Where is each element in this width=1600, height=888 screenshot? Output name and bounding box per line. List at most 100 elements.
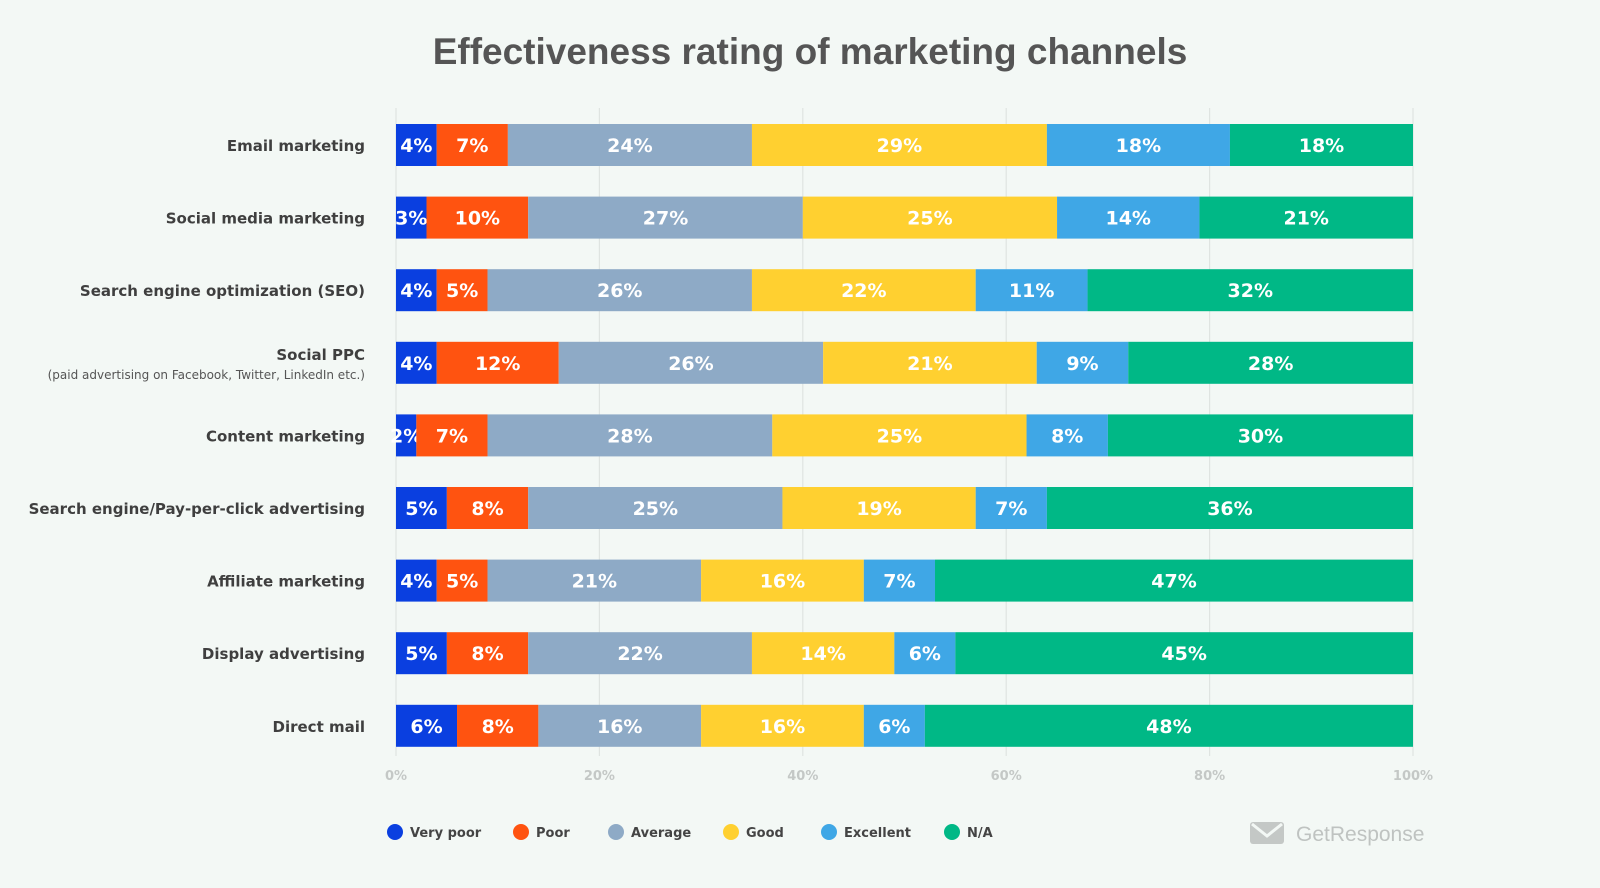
bar-segment — [396, 414, 417, 457]
legend-label: Good — [746, 826, 784, 841]
bar-segment — [396, 196, 427, 239]
category-label: Search engine/Pay-per-click advertising — [29, 500, 365, 518]
legend-label: Excellent — [844, 826, 911, 841]
data-label: 28% — [1248, 353, 1293, 375]
bars: 4% 7% 24% 29% 18% 18% 3% 10% 27% 25% 14% 21% 4% 5% 26%… — [390, 124, 1413, 747]
data-label: 22% — [617, 643, 662, 665]
legend-label: N/A — [967, 826, 993, 841]
data-label: 16% — [760, 716, 805, 738]
data-label: 8% — [471, 498, 503, 520]
bar-segment — [396, 487, 447, 529]
bar-segment — [558, 341, 824, 384]
data-label: 16% — [597, 716, 642, 738]
x-tick-label: 40% — [787, 769, 818, 784]
legend-swatch — [608, 824, 624, 840]
brand-name: GetResponse — [1296, 823, 1424, 846]
bar-segment — [823, 341, 1037, 384]
legend-swatch — [821, 824, 837, 840]
legend-label: Very poor — [410, 826, 482, 841]
bar-segment — [426, 196, 529, 239]
data-label: 45% — [1161, 643, 1206, 665]
data-label: 6% — [909, 643, 941, 665]
bar-segment — [436, 559, 488, 602]
legend-label: Average — [631, 826, 691, 841]
data-label: 21% — [1283, 208, 1328, 230]
bar-segment — [935, 559, 1413, 602]
bar-segment — [772, 414, 1027, 457]
category-label: Email marketing — [227, 137, 365, 155]
data-label: 2% — [390, 425, 422, 447]
data-label: 7% — [883, 571, 915, 593]
data-label: 48% — [1146, 716, 1191, 738]
x-axis-ticks: 0% 20% 40% 60% 80% 100% — [385, 769, 1433, 784]
bar-segment — [701, 704, 864, 747]
category-sublabel: (paid advertising on Facebook, Twitter, … — [48, 368, 365, 382]
envelope-logo-icon — [1250, 822, 1284, 844]
category-labels: Email marketing Social media marketing Sea… — [29, 137, 365, 736]
bar-segment — [1057, 196, 1200, 239]
x-tick-label: 20% — [584, 769, 615, 784]
chart-title: Effectiveness rating of marketing channe… — [433, 31, 1188, 72]
data-label: 4% — [400, 571, 432, 593]
brand-logo: GetResponse — [1250, 822, 1424, 846]
bar-segment — [396, 559, 437, 602]
data-label: 7% — [456, 135, 488, 157]
data-label: 28% — [607, 425, 652, 447]
bar-segment — [396, 269, 437, 312]
data-label: 14% — [800, 643, 845, 665]
bar-segment — [487, 269, 752, 312]
category-label: Affiliate marketing — [207, 573, 365, 591]
x-tick-label: 100% — [1393, 769, 1433, 784]
bar-segment — [416, 414, 488, 457]
data-label: 5% — [405, 498, 437, 520]
data-label: 19% — [856, 498, 901, 520]
data-label: 5% — [405, 643, 437, 665]
data-label: 9% — [1066, 353, 1098, 375]
data-label: 25% — [877, 425, 922, 447]
bar-segment — [396, 704, 458, 747]
bar-segment — [507, 124, 752, 166]
bar-segment — [863, 559, 936, 602]
bar-segment — [1199, 196, 1413, 239]
data-label: 6% — [878, 716, 910, 738]
category-label: Search engine optimization (SEO) — [80, 282, 365, 300]
bar-segment — [436, 341, 559, 384]
data-label: 5% — [446, 571, 478, 593]
data-label: 8% — [482, 716, 514, 738]
bar-segment — [446, 632, 529, 675]
bar-segment — [487, 414, 773, 457]
legend-label: Poor — [536, 826, 570, 841]
data-label: 4% — [400, 135, 432, 157]
data-label: 25% — [907, 208, 952, 230]
bar-segment — [1087, 269, 1413, 312]
data-label: 4% — [400, 353, 432, 375]
bar-segment — [782, 487, 976, 529]
bar-segment — [528, 632, 752, 675]
bar-segment — [538, 704, 702, 747]
bar-segment — [751, 124, 1047, 166]
data-label: 22% — [841, 280, 886, 302]
legend: Very poor Poor Average Good Excellent N/A — [387, 824, 993, 841]
data-label: 24% — [607, 135, 652, 157]
bar-segment — [894, 632, 956, 675]
category-label: Display advertising — [202, 645, 365, 663]
legend-swatch — [944, 824, 960, 840]
data-label: 8% — [471, 643, 503, 665]
legend-swatch — [387, 824, 403, 840]
legend-swatch — [723, 824, 739, 840]
x-tick-label: 0% — [385, 769, 407, 784]
bar-segment — [863, 704, 925, 747]
data-label: 4% — [400, 280, 432, 302]
data-label: 29% — [877, 135, 922, 157]
bar-segment — [528, 196, 803, 239]
data-label: 7% — [436, 425, 468, 447]
data-label: 36% — [1207, 498, 1252, 520]
bar-segment — [446, 487, 529, 529]
bar-segment — [955, 632, 1413, 675]
data-label: 7% — [995, 498, 1027, 520]
bar-segment — [1107, 414, 1413, 457]
bar-segment — [396, 124, 437, 166]
data-label: 12% — [475, 353, 520, 375]
data-label: 8% — [1051, 425, 1083, 447]
